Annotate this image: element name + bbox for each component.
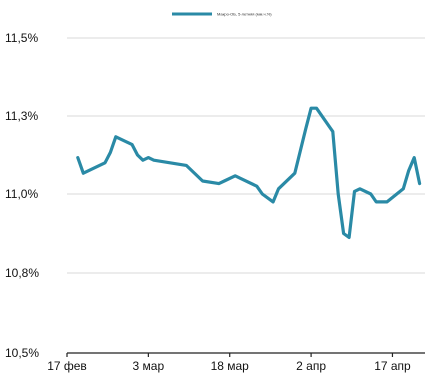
y-tick-label: 11,3%: [5, 109, 38, 123]
series-layer: [76, 106, 422, 239]
series-line: [76, 106, 422, 239]
legend-label: Макро-ОБ, 5-летняя (мм.ч.%): [217, 12, 272, 17]
x-tick-label: 17 фев: [47, 359, 87, 373]
x-tick-label: 2 апр: [296, 359, 326, 373]
x-tick-label: 3 мар: [133, 359, 165, 373]
x-tick-label: 17 апр: [374, 359, 411, 373]
y-tick-label: 11,5%: [5, 31, 38, 45]
y-tick-label: 10,5%: [5, 346, 39, 360]
y-tick-label: 11,0%: [5, 187, 38, 201]
x-tick-label: 18 мар: [211, 359, 250, 373]
grid-layer: [67, 37, 425, 274]
y-tick-label: 10,8%: [5, 266, 39, 280]
axis-layer: 10,5% 10,8% 11,0% 11,3% 11,5% 17 фев 3 мар 18 м…: [5, 31, 425, 373]
legend: Макро-ОБ, 5-летняя (мм.ч.%): [172, 12, 272, 17]
